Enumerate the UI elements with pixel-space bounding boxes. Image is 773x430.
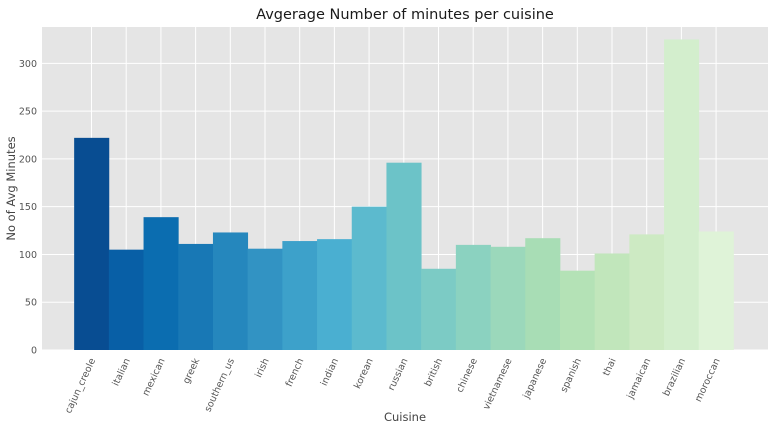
bar-irish <box>247 248 283 350</box>
x-tick-label: irish <box>253 357 271 380</box>
bar-russian <box>386 162 422 350</box>
bar-indian <box>317 239 353 350</box>
bar-mexican <box>143 217 179 350</box>
x-tick-label: korean <box>352 357 376 391</box>
y-tick-label: 300 <box>19 59 37 70</box>
x-axis-label: Cuisine <box>384 410 426 424</box>
bar-korean <box>351 206 387 350</box>
y-tick-label: 250 <box>19 107 37 118</box>
bar-jamaican <box>629 234 665 350</box>
bar-cajun_creole <box>74 137 110 350</box>
x-tick-label: brazilian <box>661 357 688 398</box>
bar-brazilian <box>664 39 700 351</box>
y-tick-label: 0 <box>31 346 37 357</box>
y-tick-label: 50 <box>25 298 37 309</box>
bar-chinese <box>455 244 491 350</box>
x-tick-label: chinese <box>455 356 480 394</box>
x-tick-label: jamaican <box>625 357 654 402</box>
y-axis-label: No of Avg Minutes <box>4 136 18 240</box>
x-tick-label: moroccan <box>693 357 723 404</box>
bar-japanese <box>525 238 561 350</box>
x-tick-label: spanish <box>559 357 584 395</box>
bar-moroccan <box>698 231 734 350</box>
bar-vietnamese <box>490 246 526 350</box>
y-tick-label: 100 <box>19 250 37 261</box>
bar-spanish <box>559 270 596 350</box>
y-tick-label: 150 <box>19 202 37 213</box>
bar-italian <box>108 249 144 350</box>
x-tick-label: cajun_creole <box>63 356 98 415</box>
x-tick-label: greek <box>181 356 203 385</box>
bar-greek <box>178 243 214 350</box>
x-tick-labels: cajun_creole italian mexican greek southern_… <box>63 356 723 415</box>
chart-title: Avgerage Number of minutes per cuisine <box>256 7 554 23</box>
bar-british <box>421 268 457 350</box>
x-tick-label: japanese <box>521 356 550 401</box>
x-tick-label: french <box>284 357 307 389</box>
bar-thai <box>594 253 630 350</box>
x-tick-label: vietnamese <box>481 356 515 411</box>
x-tick-label: southern_us <box>203 357 237 414</box>
x-tick-label: thai <box>601 357 619 378</box>
x-tick-label: british <box>423 357 446 389</box>
x-tick-label: mexican <box>141 357 168 398</box>
x-tick-label: indian <box>319 357 341 388</box>
bar-french <box>282 241 318 350</box>
x-tick-label: russian <box>386 357 410 393</box>
bars <box>74 39 734 351</box>
y-tick-labels: 0 50 100 150 200 250 300 <box>19 59 37 357</box>
x-tick-label: italian <box>111 357 133 388</box>
bar-southern_us <box>212 232 249 350</box>
y-tick-label: 200 <box>19 154 37 165</box>
